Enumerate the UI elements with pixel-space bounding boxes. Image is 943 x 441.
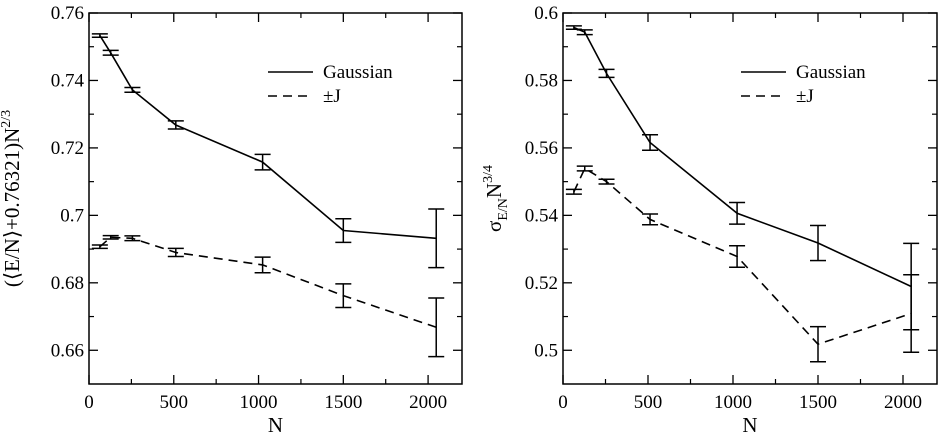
error-bar	[254, 256, 271, 274]
error-bar	[576, 165, 593, 172]
error-bar	[254, 153, 271, 171]
error-bar	[642, 213, 659, 226]
error-bar	[903, 273, 920, 354]
error-bar	[729, 244, 746, 269]
y-tick-label: 0.56	[525, 138, 558, 159]
error-bar	[565, 25, 582, 30]
y-tick-label: 0.76	[51, 3, 84, 24]
error-bar	[598, 178, 615, 185]
x-axis-label: N	[268, 413, 283, 436]
legend-label-1: Gaussian	[796, 62, 866, 83]
legend-label-2: ±J	[323, 86, 341, 107]
y-tick-label: 0.54	[525, 205, 559, 226]
legend-label-1: Gaussian	[323, 62, 393, 83]
x-tick-label: 1000	[714, 392, 752, 413]
x-tick-label: 500	[634, 392, 663, 413]
error-bar	[428, 297, 445, 358]
plot-frame	[88, 12, 463, 385]
error-bar	[729, 201, 746, 225]
error-bar	[91, 244, 108, 250]
x-tick-label: 0	[558, 392, 568, 413]
y-tick-label: 0.72	[51, 138, 84, 159]
error-bar	[102, 234, 119, 240]
error-bar	[167, 247, 184, 258]
y-tick-label: 0.7	[60, 205, 84, 226]
x-tick-label: 1500	[324, 392, 362, 413]
x-tick-label: 500	[160, 392, 189, 413]
error-bar	[167, 120, 184, 130]
error-bar	[124, 86, 141, 94]
series-line	[573, 167, 912, 346]
plot-frame	[562, 12, 938, 385]
x-axis-label: N	[742, 413, 757, 436]
y-tick-label: 0.5	[534, 340, 558, 361]
y-axis-label: σE/NN3/4	[481, 165, 511, 232]
series-2	[565, 165, 920, 363]
y-tick-label: 0.52	[525, 273, 558, 294]
series-1	[565, 25, 920, 331]
error-bar	[428, 208, 445, 269]
error-bar	[598, 68, 615, 79]
error-bar	[102, 49, 119, 56]
legend: Gaussian ±J	[268, 62, 393, 107]
x-tick-label: 2000	[409, 392, 447, 413]
y-tick-label: 0.68	[51, 273, 84, 294]
y-axis-label: (⟨E/N⟩+0.76321)N2/3	[0, 110, 24, 287]
x-tick-label: 2000	[884, 392, 922, 413]
error-bar	[642, 134, 659, 152]
y-tick-label: 0.74	[51, 70, 85, 91]
error-bar	[335, 283, 352, 309]
y-tick-label: 0.6	[534, 3, 558, 24]
y-tick-label: 0.66	[51, 340, 84, 361]
legend: Gaussian ±J	[741, 62, 866, 107]
series-2	[91, 234, 445, 358]
series-line	[99, 236, 437, 329]
x-tick-label: 1500	[799, 392, 837, 413]
series-1	[91, 33, 445, 269]
legend-label-2: ±J	[796, 86, 814, 107]
error-bar	[124, 235, 141, 242]
error-bar	[335, 217, 352, 244]
error-bar	[810, 224, 826, 262]
y-tick-label: 0.58	[525, 70, 558, 91]
error-bar	[565, 188, 582, 195]
error-bar	[576, 29, 593, 36]
chart-panel-1: 0 500 1000 1500 2000 0.66 0.68 0.7 0.72 0.74 0.76 N…	[0, 3, 463, 437]
x-tick-label: 1000	[240, 392, 278, 413]
error-bar	[810, 325, 826, 363]
x-tick-label: 0	[84, 392, 94, 413]
chart-panel-2: 0 500 1000 1500 2000 0.5 0.52 0.54 0.56 0.58 0.6 Nσ…	[481, 3, 938, 437]
error-bar	[91, 33, 108, 39]
